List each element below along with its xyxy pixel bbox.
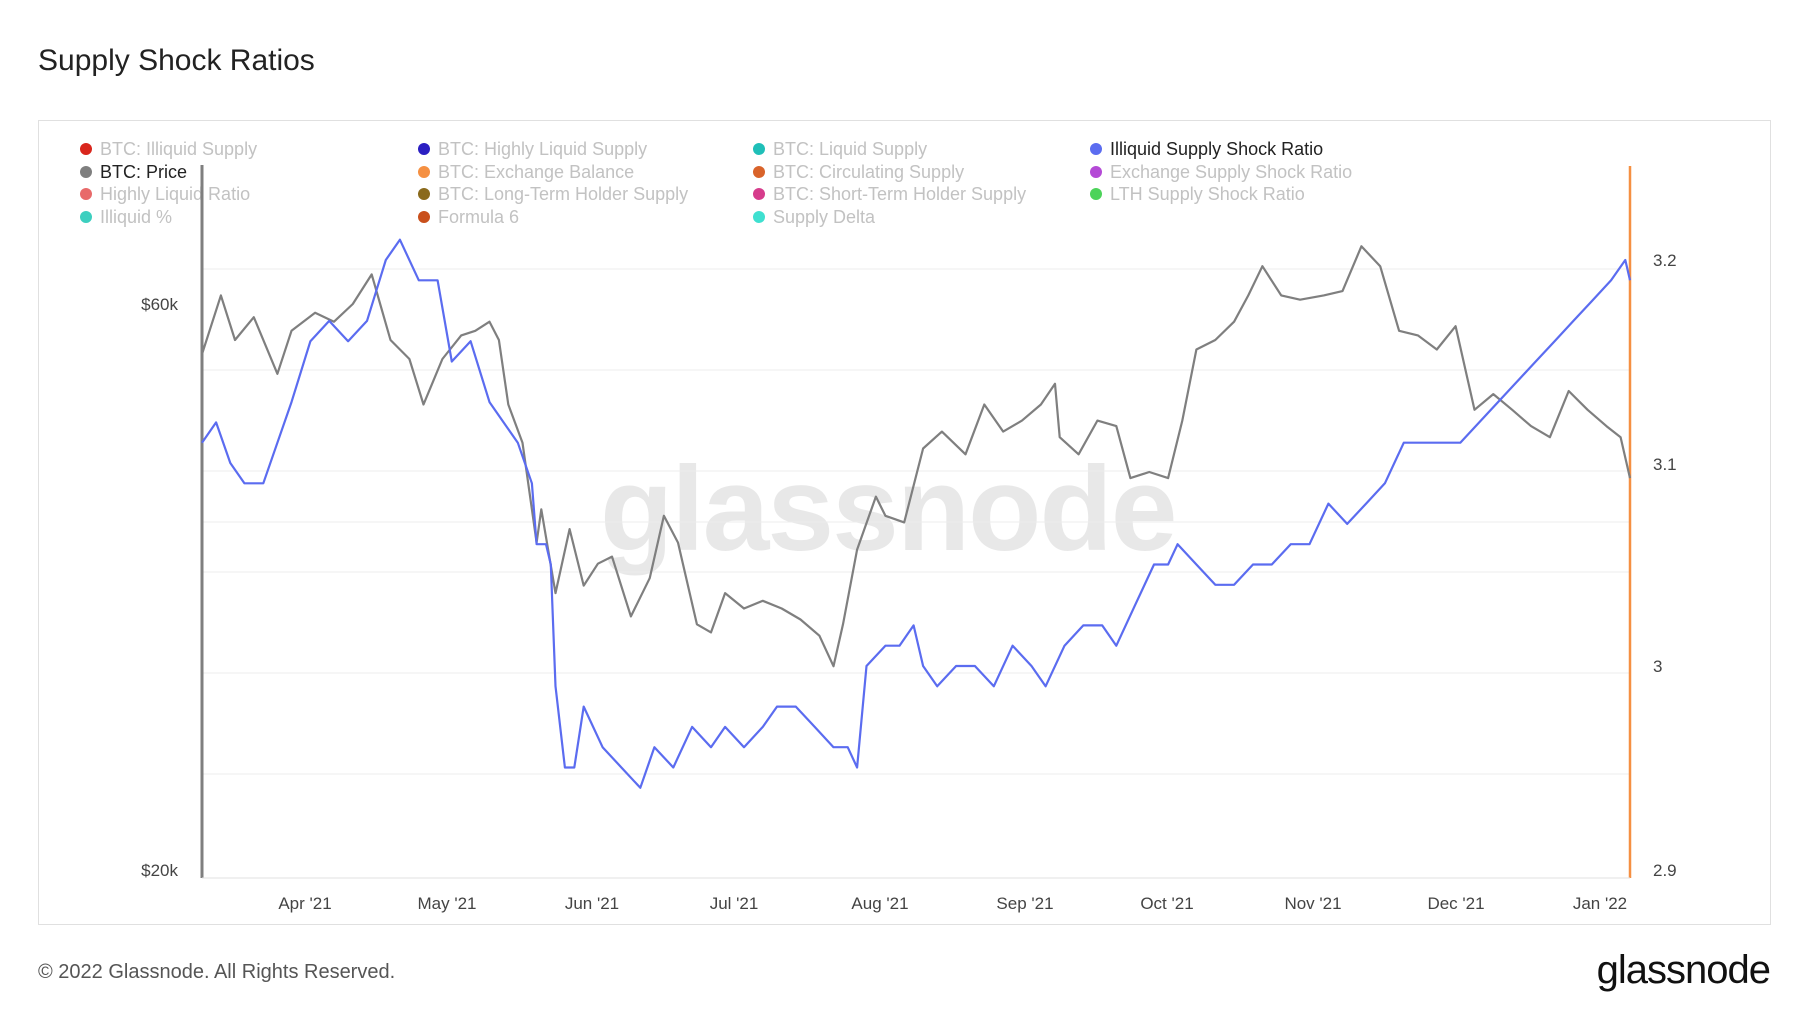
legend-item[interactable]: BTC: Circulating Supply (753, 161, 964, 183)
legend-label: Formula 6 (438, 206, 520, 227)
legend-item[interactable]: LTH Supply Shock Ratio (1090, 183, 1305, 205)
y-left-tick-label: $20k (141, 861, 178, 880)
legend-label: Exchange Supply Shock Ratio (1110, 161, 1353, 182)
legend-label: Illiquid % (100, 206, 173, 227)
legend-item[interactable]: BTC: Highly Liquid Supply (418, 138, 647, 160)
legend-dot-icon (753, 188, 765, 201)
legend-dot-icon (418, 165, 430, 178)
legend-item[interactable]: BTC: Price (80, 161, 187, 183)
legend-dot-icon (80, 210, 92, 223)
legend-label: BTC: Long-Term Holder Supply (438, 184, 689, 204)
legend-dot-icon (418, 143, 430, 156)
x-tick-label: Jul '21 (710, 894, 759, 913)
x-tick-label: Nov '21 (1284, 894, 1341, 913)
legend-item[interactable]: BTC: Short-Term Holder Supply (753, 183, 1026, 205)
btc-price-line (200, 245, 1632, 668)
y-right-tick-label: 3.2 (1653, 251, 1677, 270)
legend-dot-icon (1090, 143, 1102, 156)
illiquid-supply-shock-ratio-line (201, 238, 1632, 789)
legend-label: Illiquid Supply Shock Ratio (1110, 139, 1324, 159)
legend-label: BTC: Short-Term Holder Supply (773, 184, 1027, 204)
legend-dot-icon (418, 188, 430, 201)
legend-dot-icon (753, 165, 765, 178)
legend-label: BTC: Exchange Balance (438, 161, 635, 182)
legend-label: BTC: Price (100, 161, 188, 182)
legend-dot-icon (80, 143, 92, 156)
x-tick-label: Dec '21 (1427, 894, 1484, 913)
legend-item[interactable]: BTC: Liquid Supply (753, 138, 927, 160)
legend-dot-icon (80, 188, 92, 201)
x-tick-label: Jun '21 (565, 894, 619, 913)
y-right-tick-label: 2.9 (1653, 861, 1677, 880)
x-tick-label: May '21 (418, 894, 477, 913)
series (200, 238, 1632, 789)
legend-label: LTH Supply Shock Ratio (1110, 184, 1305, 204)
legend-dot-icon (1090, 188, 1102, 201)
grid (202, 268, 1630, 775)
x-tick-label: Jan '22 (1573, 894, 1627, 913)
glassnode-logo[interactable]: glassnode (1596, 948, 1771, 992)
legend-item[interactable]: Supply Delta (753, 206, 875, 228)
legend-item[interactable]: Highly Liquid Ratio (80, 183, 250, 205)
copyright-text: © 2022 Glassnode. All Rights Reserved. (38, 961, 396, 983)
y-right-tick-label: 3 (1653, 657, 1662, 676)
legend-dot-icon (80, 165, 92, 178)
chart-frame (38, 120, 1771, 925)
legend-item[interactable]: BTC: Long-Term Holder Supply (418, 183, 688, 205)
legend-label: BTC: Highly Liquid Supply (438, 139, 648, 159)
legend-dot-icon (1090, 165, 1102, 178)
chart-title: Supply Shock Ratios (38, 44, 315, 77)
legend-label: BTC: Liquid Supply (773, 139, 928, 159)
legend-item[interactable]: Exchange Supply Shock Ratio (1090, 161, 1352, 183)
legend-label: BTC: Circulating Supply (773, 161, 965, 182)
y-left-tick-label: $60k (141, 295, 178, 314)
y-right-tick-label: 3.1 (1653, 455, 1677, 474)
legend-item[interactable]: BTC: Exchange Balance (418, 161, 634, 183)
legend-item[interactable]: BTC: Illiquid Supply (80, 138, 257, 160)
legend-dot-icon (753, 210, 765, 223)
legend-item[interactable]: Formula 6 (418, 206, 519, 228)
legend-label: Supply Delta (773, 206, 876, 227)
ticks: Apr '21 May '21 Jun '21 Jul '21 Aug '21 Sep '… (141, 251, 1677, 913)
legend-label: BTC: Illiquid Supply (100, 139, 258, 159)
x-tick-label: Sep '21 (996, 894, 1053, 913)
x-tick-label: Aug '21 (851, 894, 908, 913)
x-tick-label: Apr '21 (278, 894, 331, 913)
legend-dot-icon (753, 143, 765, 156)
x-tick-label: Oct '21 (1140, 894, 1193, 913)
legend-label: Highly Liquid Ratio (100, 184, 251, 204)
legend-item[interactable]: Illiquid % (80, 206, 172, 228)
axes (200, 165, 1632, 879)
legend-dot-icon (418, 210, 430, 223)
legend-item[interactable]: Illiquid Supply Shock Ratio (1090, 138, 1323, 160)
